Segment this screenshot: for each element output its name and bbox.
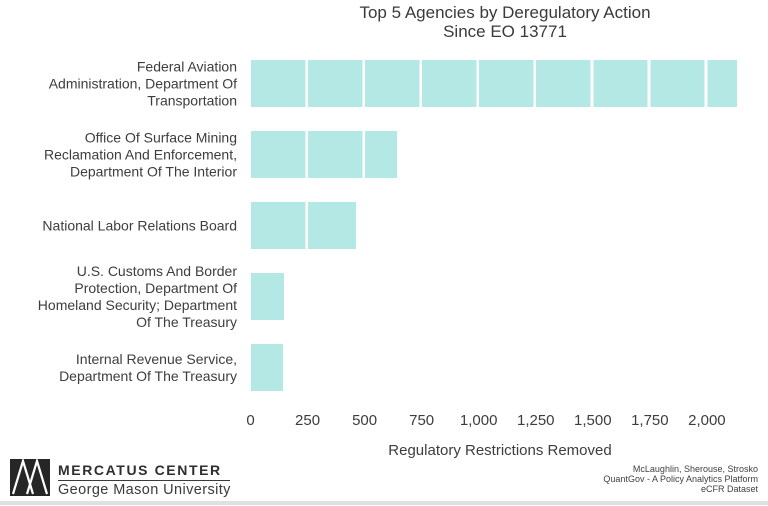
mercatus-logo: MERCATUS CENTER George Mason University (10, 458, 231, 498)
category-label: Federal Aviation Administration, Departm… (48, 58, 237, 108)
bar-row: National Labor Relations Board (0, 202, 768, 249)
bar-row: Office Of Surface Mining Reclamation And… (0, 129, 768, 179)
x-tick-label: 1,750 (631, 412, 669, 429)
x-tick-label: 250 (295, 412, 321, 429)
logo-org-name: MERCATUS CENTER (58, 462, 222, 478)
mercatus-logo-icon (10, 458, 50, 496)
bottom-edge-strip (0, 501, 768, 505)
bar-row: U.S. Customs And Border Protection, Depa… (0, 263, 768, 330)
category-label: Office Of Surface Mining Reclamation And… (44, 129, 237, 179)
bar-row: Federal Aviation Administration, Departm… (0, 58, 768, 108)
x-tick-label: 1,500 (574, 412, 612, 429)
bar-row: Internal Revenue Service, Department Of … (0, 344, 768, 391)
x-tick-label: 500 (352, 412, 378, 429)
x-tick-label: 0 (246, 412, 255, 429)
logo-university-name: George Mason University (58, 482, 231, 498)
logo-text-block: MERCATUS CENTER George Mason University (58, 458, 231, 498)
bar (251, 202, 356, 249)
bar (251, 344, 283, 391)
x-tick-label: 1,250 (516, 412, 555, 429)
x-tick-label: 750 (409, 412, 435, 429)
chart-title: Top 5 Agencies by Deregulatory Action Si… (359, 3, 651, 41)
x-axis-label: Regulatory Restrictions Removed (388, 442, 612, 459)
logo-divider (58, 480, 230, 481)
x-tick-label: 2,000 (688, 412, 726, 429)
category-label: U.S. Customs And Border Protection, Depa… (37, 262, 237, 330)
bar (251, 60, 738, 107)
bar (251, 273, 285, 320)
bar (251, 131, 397, 178)
category-label: National Labor Relations Board (42, 217, 237, 233)
source-credits: McLaughlin, Sherouse, Strosko QuantGov -… (603, 464, 758, 494)
category-label: Internal Revenue Service, Department Of … (59, 350, 237, 384)
x-tick-label: 1,000 (459, 412, 498, 429)
